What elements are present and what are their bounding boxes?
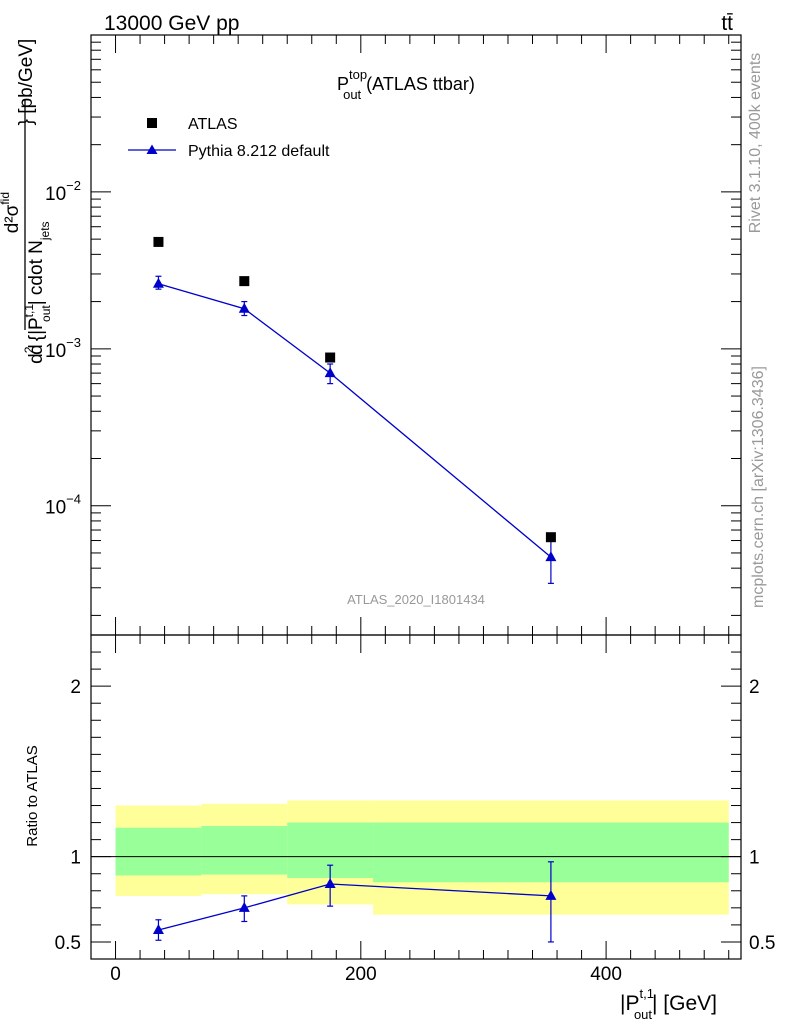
ratio-ytick-label-left: 1	[70, 848, 81, 869]
main-ytick-label: 10−4	[45, 492, 81, 519]
atlas-point	[325, 352, 336, 363]
ratio-ytick-label-right: 1	[749, 848, 760, 869]
ratio-xtick-label: 0	[110, 964, 121, 985]
main-ylabel: d d²σfid d2 {|Pt,1 out| cdot Njets } [pb/…	[0, 39, 54, 364]
ratio-ytick-label-left: 0.5	[55, 933, 81, 954]
ratio-ytick-label-right: 0.5	[749, 933, 775, 954]
legend-data-label: ATLAS	[188, 116, 238, 133]
svg-text:d d²σfid d2 {|Pt,1: d d²σfid d2 {|Pt,1 out| cdot Njets } [pb/…	[0, 39, 54, 364]
xlabel-sup: t,1	[639, 986, 653, 1001]
mc-line	[158, 283, 552, 558]
analysis-id: ATLAS_2020_I1801434	[347, 592, 485, 607]
ytick-exponent: −2	[66, 178, 81, 193]
title-rest: (ATLAS ttbar)	[361, 74, 475, 94]
title-sup: top	[349, 67, 367, 82]
mc-point	[152, 277, 164, 288]
legend: ATLAS Pythia 8.212 default	[128, 116, 330, 160]
atlas-point	[545, 532, 556, 543]
xlabel-sub: out	[634, 1007, 652, 1022]
ylabel-d: d	[26, 344, 47, 355]
ylabel-den-mid: | cdot N	[26, 240, 47, 305]
ylabel-close: } [pb/GeV]	[16, 39, 37, 126]
ratio-xtick-label: 200	[345, 964, 377, 985]
ylabel-num-sup: fid	[0, 192, 12, 205]
xlabel-open: |P	[620, 992, 639, 1015]
xlabel: |Pt,1 out| [GeV]	[620, 986, 717, 1022]
ratio-ytick-label-left: 2	[70, 677, 81, 698]
ratio-ytick-label-right: 2	[749, 677, 760, 698]
main-ytick-label: 10−3	[45, 335, 81, 362]
ylabel-den-d: d	[26, 353, 47, 364]
ylabel-den-sub-jets: jets	[38, 221, 52, 241]
ratio-band-inner	[201, 825, 288, 875]
ylabel-den-sup2: 2	[22, 346, 36, 353]
mcplots-label: mcplots.cern.ch [arXiv:1306.3436]	[750, 366, 767, 608]
mc-point	[545, 551, 557, 562]
process-label: tt̄	[721, 12, 733, 35]
ylabel-numerator: d²σ	[2, 204, 23, 233]
main-panel: 10−410−310−2	[45, 34, 742, 636]
main-ytick-label: 10−2	[45, 178, 81, 205]
xlabel-close: | [GeV]	[652, 992, 717, 1015]
ytick-mantissa: 10	[45, 184, 66, 205]
legend-mc-label: Pythia 8.212 default	[188, 143, 330, 160]
legend-data-marker	[147, 118, 157, 128]
legend-mc-marker	[146, 144, 158, 154]
ratio-mc-point	[238, 901, 250, 912]
atlas-point	[239, 276, 250, 287]
ylabel-den-open: {|P	[26, 317, 47, 346]
title-main: P	[337, 74, 349, 94]
plot-title: Ptop out (ATLAS ttbar)	[337, 67, 475, 102]
ytick-exponent: −3	[66, 335, 81, 350]
energy-label: 13000 GeV pp	[104, 12, 239, 35]
ratio-mc-point	[324, 877, 336, 888]
ytick-exponent: −4	[66, 492, 81, 507]
ratio-xtick-label: 400	[590, 964, 622, 985]
ratio-mc-point	[152, 924, 164, 935]
ratio-panel: 0.5 0.5 1 1 2 2 0 200 400	[55, 634, 775, 985]
ytick-mantissa: 10	[45, 341, 66, 362]
ylabel-den-sub-out: out	[39, 305, 53, 322]
atlas-point	[153, 236, 164, 247]
ratio-mc-line	[158, 883, 551, 931]
rivet-label: Rivet 3.1.10, 400k events	[747, 53, 764, 234]
title-sub: out	[343, 87, 361, 102]
ytick-mantissa: 10	[45, 498, 66, 519]
mc-point	[324, 367, 336, 378]
ratio-mc-point	[545, 889, 557, 900]
ratio-band-inner	[115, 827, 202, 876]
mc-point	[238, 302, 250, 313]
ratio-ylabel: Ratio to ATLAS	[24, 745, 41, 846]
ratio-frame	[90, 634, 742, 960]
